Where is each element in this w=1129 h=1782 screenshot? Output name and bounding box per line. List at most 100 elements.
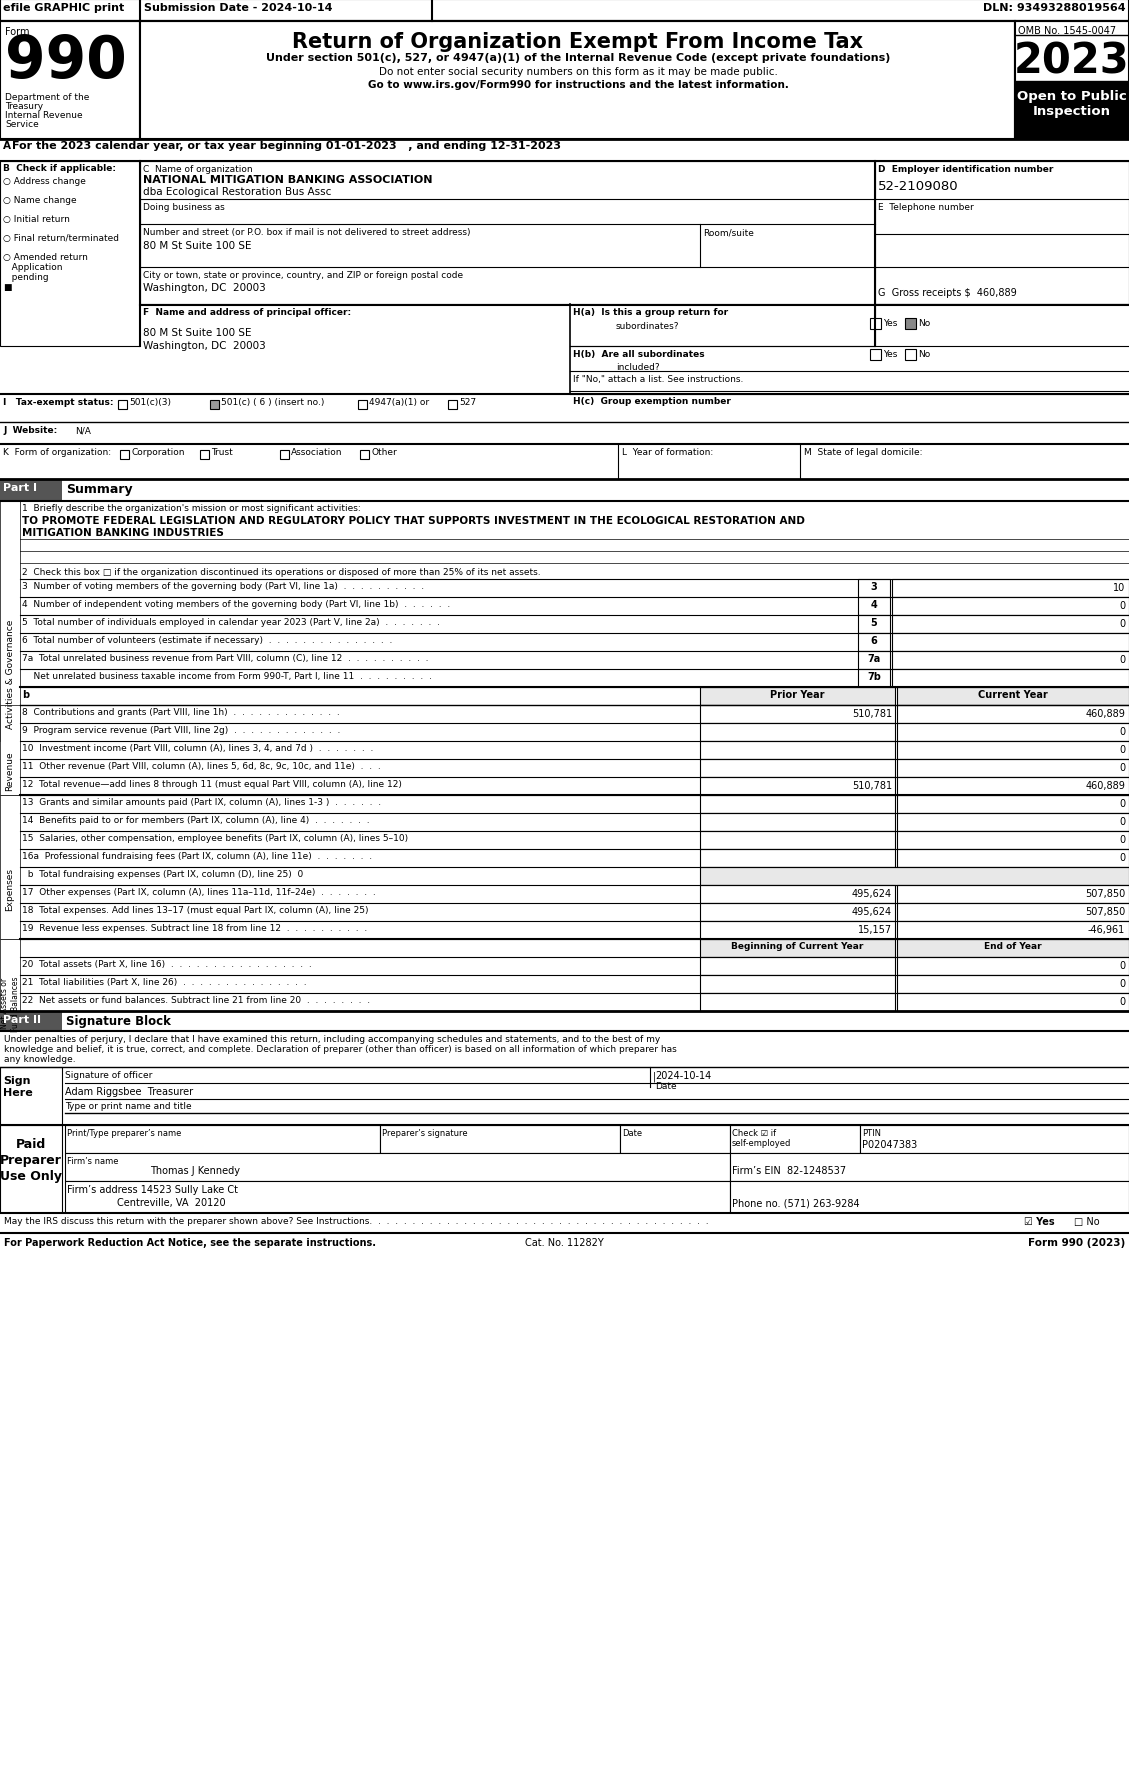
Text: Corporation: Corporation bbox=[131, 447, 184, 456]
Bar bbox=[0, 1214, 1129, 1233]
Bar bbox=[905, 349, 916, 360]
Text: ☑ Yes: ☑ Yes bbox=[1024, 1217, 1054, 1226]
Bar bbox=[905, 319, 916, 330]
Text: 510,781: 510,781 bbox=[852, 781, 892, 791]
Text: Here: Here bbox=[3, 1087, 33, 1098]
Text: H(c)  Group exemption number: H(c) Group exemption number bbox=[574, 397, 730, 406]
Text: 4: 4 bbox=[870, 601, 877, 609]
Bar bbox=[0, 1012, 62, 1032]
Bar bbox=[358, 401, 367, 410]
Bar bbox=[898, 723, 1129, 741]
Text: Other: Other bbox=[371, 447, 396, 456]
Text: Signature Block: Signature Block bbox=[65, 1014, 170, 1028]
Text: Treasury: Treasury bbox=[5, 102, 43, 110]
Bar bbox=[700, 850, 895, 868]
Bar bbox=[892, 652, 1129, 670]
Bar bbox=[892, 615, 1129, 634]
Text: Print/Type preparer’s name: Print/Type preparer’s name bbox=[67, 1128, 182, 1137]
Text: 4  Number of independent voting members of the governing body (Part VI, line 1b): 4 Number of independent voting members o… bbox=[21, 601, 450, 609]
Text: Activities & Governance: Activities & Governance bbox=[6, 620, 15, 729]
Text: 80 M St Suite 100 SE: 80 M St Suite 100 SE bbox=[143, 328, 252, 339]
Text: Form: Form bbox=[5, 27, 29, 37]
Text: P02047383: P02047383 bbox=[863, 1139, 917, 1149]
Text: subordinates?: subordinates? bbox=[616, 323, 680, 331]
Text: 0: 0 bbox=[1119, 601, 1124, 611]
Bar bbox=[0, 422, 1129, 446]
Text: 8  Contributions and grants (Part VIII, line 1h)  .  .  .  .  .  .  .  .  .  .  : 8 Contributions and grants (Part VIII, l… bbox=[21, 707, 340, 716]
Text: 501(c)(3): 501(c)(3) bbox=[129, 397, 170, 406]
Text: City or town, state or province, country, and ZIP or foreign postal code: City or town, state or province, country… bbox=[143, 271, 463, 280]
Text: H(b)  Are all subordinates: H(b) Are all subordinates bbox=[574, 349, 704, 358]
Bar bbox=[898, 939, 1129, 957]
Text: E  Telephone number: E Telephone number bbox=[878, 203, 973, 212]
Text: Part II: Part II bbox=[3, 1014, 41, 1025]
Bar bbox=[875, 162, 1129, 305]
Text: Washington, DC  20003: Washington, DC 20003 bbox=[143, 283, 265, 292]
Bar bbox=[700, 921, 895, 939]
Text: 5  Total number of individuals employed in calendar year 2023 (Part V, line 2a) : 5 Total number of individuals employed i… bbox=[21, 618, 440, 627]
Text: Type or print name and title: Type or print name and title bbox=[65, 1101, 192, 1110]
Bar bbox=[65, 1153, 730, 1181]
Text: Firm’s EIN  82-1248537: Firm’s EIN 82-1248537 bbox=[732, 1165, 846, 1176]
Text: 0: 0 bbox=[1119, 996, 1124, 1007]
Text: □ No: □ No bbox=[1074, 1217, 1100, 1226]
Text: Adam Riggsbee  Treasurer: Adam Riggsbee Treasurer bbox=[65, 1087, 193, 1096]
Bar bbox=[700, 741, 895, 759]
Text: ○ Initial return: ○ Initial return bbox=[3, 216, 70, 225]
Bar bbox=[700, 939, 895, 957]
Text: Part I: Part I bbox=[3, 483, 37, 494]
Bar bbox=[898, 777, 1129, 795]
Bar bbox=[0, 1126, 62, 1214]
Bar bbox=[858, 597, 890, 615]
Bar bbox=[65, 1181, 730, 1214]
Bar bbox=[0, 446, 1129, 479]
Bar bbox=[898, 741, 1129, 759]
Text: ○ Final return/terminated: ○ Final return/terminated bbox=[3, 233, 119, 242]
Text: Room/suite: Room/suite bbox=[703, 228, 754, 237]
Bar bbox=[140, 21, 1015, 141]
Text: Firm’s address 14523 Sully Lake Ct: Firm’s address 14523 Sully Lake Ct bbox=[67, 1185, 238, 1194]
Text: Internal Revenue: Internal Revenue bbox=[5, 110, 82, 119]
Bar bbox=[0, 1067, 62, 1126]
Bar bbox=[280, 451, 289, 460]
Text: M  State of legal domicile:: M State of legal domicile: bbox=[804, 447, 922, 456]
Text: Open to Public
Inspection: Open to Public Inspection bbox=[1017, 89, 1127, 118]
Text: dba Ecological Restoration Bus Assc: dba Ecological Restoration Bus Assc bbox=[143, 187, 332, 196]
Text: Yes: Yes bbox=[883, 349, 898, 358]
Bar bbox=[870, 349, 881, 360]
Bar bbox=[892, 579, 1129, 597]
Text: Use Only: Use Only bbox=[0, 1169, 62, 1181]
Text: J  Website:: J Website: bbox=[3, 426, 58, 435]
Text: 17  Other expenses (Part IX, column (A), lines 11a–11d, 11f–24e)  .  .  .  .  . : 17 Other expenses (Part IX, column (A), … bbox=[21, 887, 376, 896]
Text: 3: 3 bbox=[870, 581, 877, 592]
Text: 16a  Professional fundraising fees (Part IX, column (A), line 11e)  .  .  .  .  : 16a Professional fundraising fees (Part … bbox=[21, 852, 373, 861]
Text: 0: 0 bbox=[1119, 727, 1124, 736]
Bar bbox=[0, 1233, 1129, 1253]
Text: 460,889: 460,889 bbox=[1085, 781, 1124, 791]
Text: Under penalties of perjury, I declare that I have examined this return, includin: Under penalties of perjury, I declare th… bbox=[5, 1034, 660, 1044]
Bar bbox=[858, 634, 890, 652]
Text: 1  Briefly describe the organization's mission or most significant activities:: 1 Briefly describe the organization's mi… bbox=[21, 504, 361, 513]
Bar bbox=[898, 850, 1129, 868]
Text: For the 2023 calendar year, or tax year beginning 01-01-2023   , and ending 12-3: For the 2023 calendar year, or tax year … bbox=[12, 141, 561, 151]
Text: 0: 0 bbox=[1119, 978, 1124, 989]
Bar bbox=[898, 795, 1129, 814]
Text: 2024-10-14: 2024-10-14 bbox=[655, 1071, 711, 1080]
Bar bbox=[730, 1126, 860, 1153]
Bar bbox=[700, 759, 895, 777]
Bar bbox=[700, 688, 895, 706]
Bar bbox=[0, 706, 20, 795]
Text: 14  Benefits paid to or for members (Part IX, column (A), line 4)  .  .  .  .  .: 14 Benefits paid to or for members (Part… bbox=[21, 816, 369, 825]
Text: Service: Service bbox=[5, 119, 38, 128]
Bar bbox=[892, 670, 1129, 688]
Text: F  Name and address of principal officer:: F Name and address of principal officer: bbox=[143, 308, 351, 317]
Text: NATIONAL MITIGATION BANKING ASSOCIATION: NATIONAL MITIGATION BANKING ASSOCIATION bbox=[143, 175, 432, 185]
Text: Form 990 (2023): Form 990 (2023) bbox=[1027, 1237, 1124, 1247]
Text: 15  Salaries, other compensation, employee benefits (Part IX, column (A), lines : 15 Salaries, other compensation, employe… bbox=[21, 834, 408, 843]
Bar bbox=[898, 688, 1129, 706]
Bar bbox=[1015, 21, 1129, 141]
Bar bbox=[898, 886, 1129, 903]
Text: ○ Amended return: ○ Amended return bbox=[3, 253, 88, 262]
Bar bbox=[898, 814, 1129, 832]
Text: May the IRS discuss this return with the preparer shown above? See Instructions.: May the IRS discuss this return with the… bbox=[5, 1217, 709, 1226]
